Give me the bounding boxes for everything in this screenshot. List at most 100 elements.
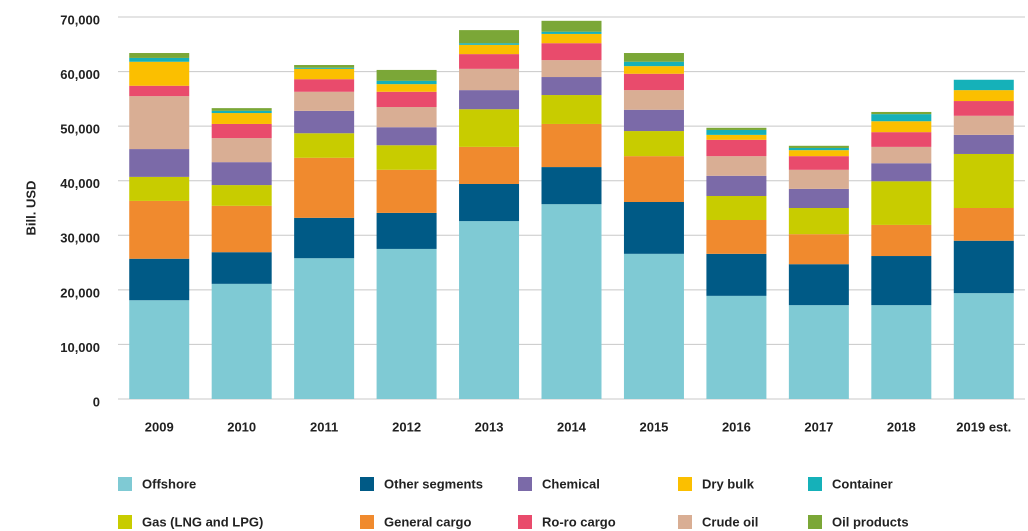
- bar-segment: [129, 258, 190, 301]
- x-tick-label: 2014: [557, 419, 587, 434]
- bar-segment: [211, 252, 272, 284]
- bar-segment: [788, 169, 849, 189]
- x-tick-label: 2012: [392, 419, 421, 434]
- bar-segment: [953, 79, 1014, 91]
- bar-segment: [129, 53, 190, 58]
- legend-label: Other segments: [384, 476, 483, 491]
- bar-segment: [706, 139, 767, 157]
- bar-segment: [376, 69, 437, 81]
- bar-segment: [376, 248, 437, 399]
- bar-segment: [129, 57, 190, 62]
- bar-segment: [623, 253, 684, 399]
- bar-segment: [953, 90, 1014, 102]
- bar-segment: [706, 127, 767, 130]
- bar-segment: [706, 175, 767, 196]
- bar-segment: [706, 253, 767, 296]
- bar-segment: [953, 153, 1014, 208]
- x-tick-label: 2010: [227, 419, 256, 434]
- bar-segment: [623, 53, 684, 62]
- bar-segment: [788, 305, 849, 399]
- bar-segment: [871, 114, 932, 122]
- bar-segment: [211, 205, 272, 253]
- bar-segment: [459, 54, 520, 69]
- bar-segment: [953, 115, 1014, 135]
- bar-segment: [706, 220, 767, 254]
- bar-segment: [953, 208, 1014, 241]
- bar-segment: [871, 305, 932, 399]
- bar-segment: [623, 61, 684, 67]
- legend-swatch: [678, 477, 692, 491]
- bar-segment: [294, 110, 355, 134]
- bar-segment: [871, 256, 932, 306]
- bar-segment: [788, 208, 849, 235]
- bar-segment: [541, 31, 602, 34]
- legend-swatch: [808, 477, 822, 491]
- bar-segment: [294, 79, 355, 92]
- bar-segment: [376, 107, 437, 128]
- bar-segment: [294, 68, 355, 80]
- y-tick-label: 30,000: [60, 231, 100, 246]
- bar-segment: [706, 195, 767, 221]
- legend-swatch: [360, 515, 374, 529]
- legend-label: Oil products: [832, 514, 909, 529]
- y-tick-label: 20,000: [60, 285, 100, 300]
- bar-segment: [623, 109, 684, 132]
- legend-label: Dry bulk: [702, 476, 755, 491]
- bar-segment: [129, 85, 190, 97]
- bar-segment: [788, 264, 849, 306]
- bar-segment: [459, 44, 520, 55]
- bar-segment: [541, 167, 602, 205]
- bar-segment: [211, 113, 272, 124]
- legend-swatch: [360, 477, 374, 491]
- bar-segment: [788, 234, 849, 265]
- bar-segment: [871, 181, 932, 225]
- bar-segment: [706, 134, 767, 140]
- bar-segment: [459, 30, 520, 44]
- bar-segment: [623, 73, 684, 91]
- bar-segment: [623, 201, 684, 254]
- legend-label: Ro-ro cargo: [542, 514, 616, 529]
- bar-segment: [623, 131, 684, 157]
- bar-segment: [376, 169, 437, 213]
- legend-swatch: [518, 477, 532, 491]
- bar-segment: [129, 300, 190, 399]
- legend-swatch: [518, 515, 532, 529]
- bar-segment: [459, 68, 520, 91]
- x-tick-label: 2017: [804, 419, 833, 434]
- legend-label: General cargo: [384, 514, 471, 529]
- y-tick-label: 70,000: [60, 12, 100, 27]
- bar-segment: [871, 163, 932, 182]
- bar-segment: [706, 295, 767, 399]
- bar-segment: [294, 67, 355, 69]
- bar-segment: [459, 109, 520, 147]
- bar-segment: [953, 101, 1014, 116]
- bar-segment: [541, 95, 602, 124]
- x-tick-label: 2018: [887, 419, 916, 434]
- bar-segment: [211, 185, 272, 206]
- x-tick-label: 2011: [310, 419, 338, 434]
- y-tick-label: 60,000: [60, 67, 100, 82]
- bar-segment: [706, 156, 767, 176]
- bar-segment: [459, 221, 520, 399]
- bar-segment: [788, 150, 849, 157]
- bar-segment: [541, 43, 602, 61]
- bar-segment: [211, 123, 272, 139]
- bar-segment: [623, 90, 684, 110]
- y-axis-label: Bill. USD: [23, 181, 38, 236]
- legend-swatch: [678, 515, 692, 529]
- bar-segment: [953, 134, 1014, 154]
- bar-segment: [541, 77, 602, 96]
- x-tick-label: 2013: [475, 419, 504, 434]
- bar-segment: [871, 132, 932, 147]
- bar-segment: [129, 96, 190, 150]
- bar-segment: [129, 61, 190, 86]
- bar-segment: [294, 133, 355, 158]
- x-tick-label: 2009: [145, 419, 174, 434]
- legend-label: Chemical: [542, 476, 600, 491]
- bar-segment: [706, 129, 767, 135]
- y-tick-label: 40,000: [60, 176, 100, 191]
- bar-segment: [211, 108, 272, 111]
- bar-segment: [953, 293, 1014, 399]
- legend-label: Crude oil: [702, 514, 758, 529]
